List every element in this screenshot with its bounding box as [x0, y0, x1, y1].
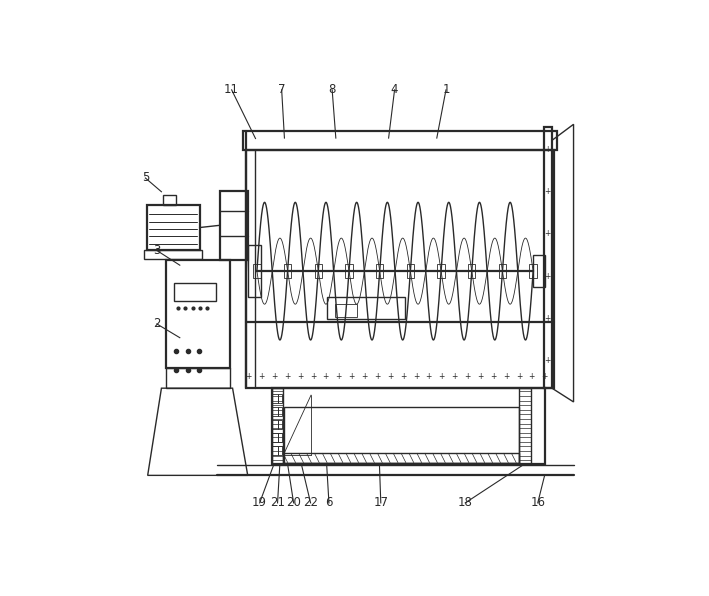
Text: +: +	[413, 372, 419, 381]
Text: 7: 7	[278, 83, 286, 97]
Bar	[376, 264, 384, 278]
Bar	[533, 255, 545, 287]
Text: +: +	[544, 272, 550, 281]
Text: 22: 22	[303, 496, 318, 510]
Bar	[407, 264, 414, 278]
Text: +: +	[271, 372, 277, 381]
Bar	[279, 420, 282, 429]
Bar	[437, 264, 445, 278]
Text: 8: 8	[328, 83, 336, 97]
Bar	[272, 420, 278, 429]
Bar	[166, 368, 230, 388]
Bar	[279, 394, 282, 403]
Bar	[283, 454, 520, 462]
Text: 3: 3	[153, 244, 160, 257]
Text: +: +	[258, 372, 264, 381]
Text: +: +	[245, 372, 252, 381]
Text: +: +	[335, 372, 342, 381]
Text: 11: 11	[224, 83, 239, 97]
Text: +: +	[490, 372, 496, 381]
Bar	[520, 388, 531, 464]
Bar	[166, 260, 230, 368]
Bar	[162, 195, 176, 204]
Bar	[272, 433, 278, 442]
Text: 17: 17	[374, 496, 389, 510]
Text: 2: 2	[153, 318, 161, 330]
Bar	[345, 264, 352, 278]
Text: +: +	[544, 356, 550, 365]
Bar	[272, 446, 278, 455]
Bar	[272, 388, 283, 464]
Bar	[246, 150, 554, 388]
Bar	[174, 283, 216, 301]
Text: +: +	[310, 372, 316, 381]
Bar	[279, 446, 282, 455]
Text: +: +	[348, 372, 354, 381]
Bar	[530, 264, 537, 278]
Text: +: +	[452, 372, 458, 381]
Text: 6: 6	[325, 496, 333, 510]
Text: +: +	[438, 372, 445, 381]
Bar	[284, 408, 519, 462]
Text: +: +	[542, 372, 548, 381]
Text: 18: 18	[458, 496, 473, 510]
Text: 21: 21	[270, 496, 285, 510]
Bar	[247, 244, 262, 297]
Text: +: +	[374, 372, 381, 381]
Text: +: +	[425, 372, 432, 381]
Text: 5: 5	[142, 172, 149, 185]
Text: +: +	[400, 372, 406, 381]
Bar	[253, 264, 261, 278]
Bar	[279, 407, 282, 416]
Bar	[315, 264, 322, 278]
Bar	[147, 204, 199, 250]
Bar	[145, 250, 202, 259]
Text: +: +	[544, 145, 550, 154]
Bar	[468, 264, 476, 278]
Bar	[220, 191, 247, 260]
Text: +: +	[284, 372, 291, 381]
Text: 16: 16	[530, 496, 545, 510]
Bar	[279, 433, 282, 442]
Text: +: +	[544, 187, 550, 196]
Text: +: +	[544, 314, 550, 323]
Text: +: +	[515, 372, 522, 381]
Text: 19: 19	[252, 496, 267, 510]
Text: 1: 1	[442, 83, 450, 97]
Bar	[242, 131, 557, 150]
Bar	[284, 264, 291, 278]
Text: +: +	[477, 372, 484, 381]
Bar	[544, 126, 552, 388]
Text: +: +	[529, 372, 535, 381]
Bar	[499, 264, 506, 278]
Text: +: +	[544, 229, 550, 238]
Bar	[327, 297, 405, 319]
Text: 4: 4	[391, 83, 398, 97]
Text: +: +	[362, 372, 368, 381]
Text: +: +	[503, 372, 509, 381]
Bar	[272, 388, 545, 464]
Text: +: +	[464, 372, 471, 381]
Bar	[272, 394, 278, 403]
Text: +: +	[387, 372, 393, 381]
Bar	[335, 304, 357, 316]
Bar	[272, 407, 278, 416]
Text: +: +	[297, 372, 303, 381]
Text: +: +	[323, 372, 329, 381]
Text: 20: 20	[286, 496, 301, 510]
